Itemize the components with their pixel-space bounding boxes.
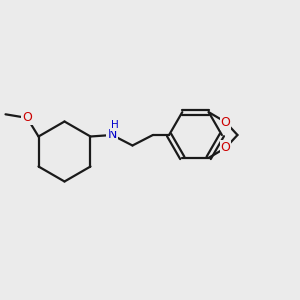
Text: O: O — [220, 141, 230, 154]
Text: N: N — [107, 128, 117, 142]
Text: O: O — [220, 116, 230, 129]
Text: H: H — [111, 120, 119, 130]
Text: O: O — [22, 111, 32, 124]
